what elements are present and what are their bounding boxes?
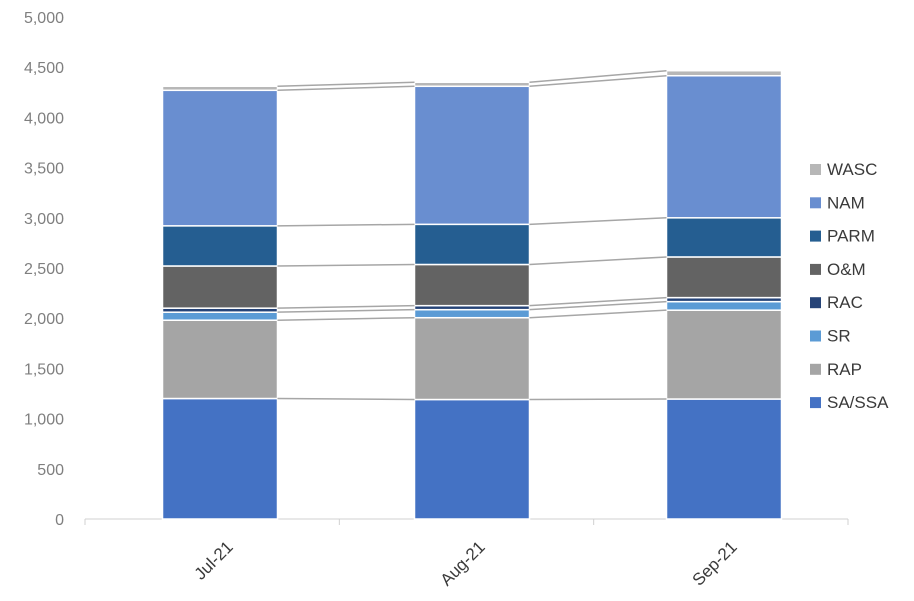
series-line [529,398,667,401]
y-tick-label: 500 [37,462,64,479]
series-line [277,304,415,309]
bar-segment [161,89,279,227]
series-line [529,217,667,226]
y-tick-label: 1,500 [24,361,64,378]
bar-segment [413,263,531,307]
bar-segment [665,309,783,400]
x-tick-label: Sep-21 [689,537,741,589]
legend-swatch [810,397,821,409]
series-line [529,256,667,266]
bar-segment [161,319,279,400]
bar-segment [665,69,783,77]
legend-label: NAM [827,193,865,212]
bar-segment [665,300,783,311]
legend-label: RAC [827,293,863,312]
bar-segment [665,74,783,219]
bar-segment [161,225,279,267]
series-line [277,263,415,267]
series-line [277,81,415,88]
y-tick-label: 0 [55,512,64,529]
series-line [277,397,415,401]
y-tick-label: 1,000 [24,412,64,429]
bar-segment [413,308,531,319]
y-tick-label: 4,500 [24,60,64,77]
legend-swatch [810,164,821,175]
legend-label: WASC [827,160,877,179]
y-tick-label: 2,000 [24,311,64,328]
bar-segment [161,265,279,309]
legend-label: RAP [827,360,862,379]
bar-segment [413,316,531,401]
legend-swatch [810,197,821,209]
series-line [277,223,415,227]
legend-swatch [810,297,821,309]
x-tick-label: Jul-21 [191,537,237,583]
series-line [529,309,667,319]
bar-segment [413,398,531,520]
series-line [277,85,415,92]
legend-swatch [810,263,821,275]
legend-label: SR [827,327,851,346]
bar-segment [413,81,531,88]
legend-label: O&M [827,260,866,279]
bar-segment [413,85,531,226]
bar-segment [413,223,531,266]
bar-segment [161,397,279,520]
y-tick-label: 3,000 [24,211,64,228]
legend-swatch [810,230,821,242]
y-tick-label: 4,000 [24,110,64,127]
bar-segment [161,85,279,92]
legend-label: SA/SSA [827,393,889,412]
y-tick-label: 2,500 [24,261,64,278]
bar-segment [161,311,279,321]
bar-segment [665,398,783,520]
legend-swatch [810,330,821,342]
y-tick-label: 3,500 [24,161,64,178]
series-line [277,308,415,313]
y-tick-label: 5,000 [24,10,64,27]
bar-segment [665,256,783,299]
series-line [529,296,667,307]
series-line [529,74,667,88]
series-line [529,69,667,84]
bar-segment [665,217,783,258]
legend-swatch [810,363,821,375]
series-line [277,316,415,321]
legend-label: PARM [827,227,875,246]
series-line [529,300,667,311]
x-tick-label: Aug-21 [437,537,489,589]
